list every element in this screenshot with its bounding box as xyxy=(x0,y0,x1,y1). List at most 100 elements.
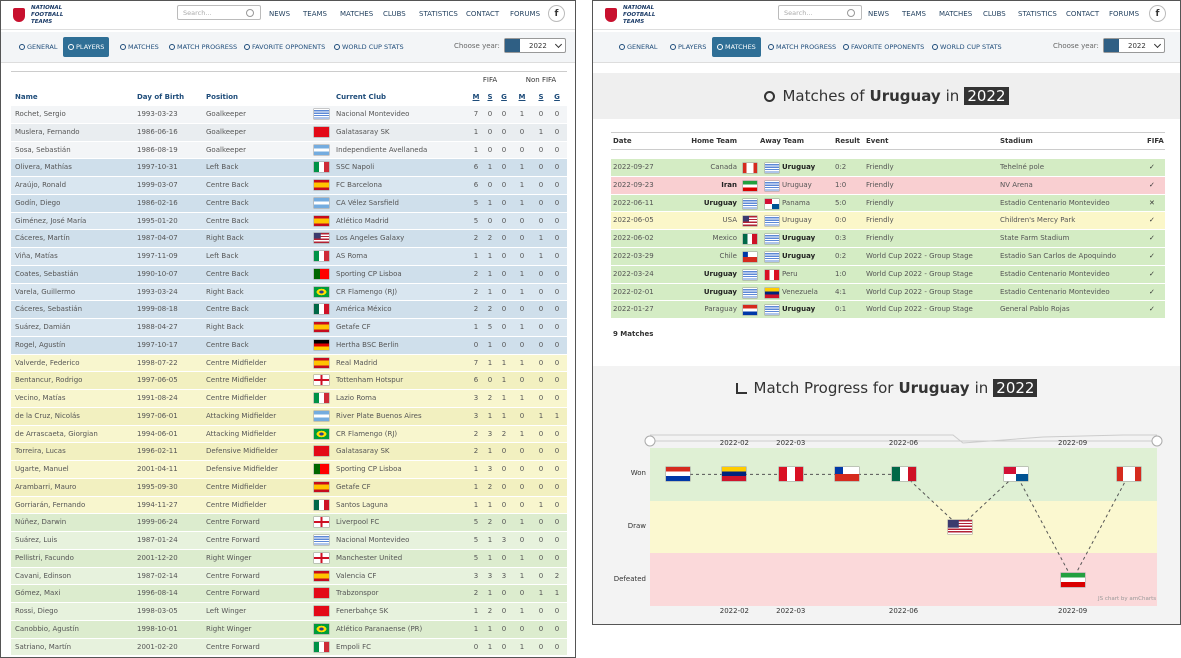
stat-cell: 0 xyxy=(538,536,544,544)
facebook-button[interactable]: f xyxy=(548,5,565,22)
match-row[interactable]: 2022-03-29 Chile Uruguay 0:2 World Cup 2022 … xyxy=(611,247,1165,265)
stat-cell: 0 xyxy=(501,145,507,154)
nav-link[interactable]: STATISTICS xyxy=(419,10,458,18)
player-row: Suárez, Damián 1988-04-27 Right Back Getafe… xyxy=(11,318,567,336)
club-cell: Getafe CF xyxy=(336,482,371,491)
tab[interactable]: FAVORITE OPPONENTS xyxy=(244,43,325,51)
stat-cell: 0 xyxy=(554,323,560,331)
stat-cell: 1 xyxy=(538,411,544,420)
match-row[interactable]: 2022-06-02 Mexico Uruguay 0:3 Friendly State … xyxy=(611,229,1165,247)
cell: Rossi, Diego xyxy=(15,607,58,615)
cell: 2022-09-27 xyxy=(613,163,654,171)
scrollbar-handle[interactable] xyxy=(1151,435,1163,447)
section-band xyxy=(593,73,1180,119)
stat-cell: 1 xyxy=(519,181,525,189)
tab-active[interactable]: PLAYERS xyxy=(63,37,110,57)
tab-active[interactable]: MATCHES xyxy=(712,37,761,57)
flag-icon xyxy=(314,286,329,297)
year-select[interactable]: 2022 xyxy=(504,38,566,53)
tab[interactable]: GENERAL xyxy=(619,43,657,51)
cell: NV Arena xyxy=(1000,180,1033,189)
flag-icon xyxy=(314,197,329,208)
stat-cell: 1 xyxy=(519,287,525,296)
match-row[interactable]: 2022-09-27 Canada Uruguay 0:2 Friendly Teheln… xyxy=(611,158,1165,176)
nav-link[interactable]: STATISTICS xyxy=(1018,10,1057,18)
tab-icon xyxy=(717,44,723,50)
club-cell: Los Angeles Galaxy xyxy=(336,234,405,243)
facebook-button[interactable]: f xyxy=(1149,5,1166,22)
nav-link[interactable]: TEAMS xyxy=(303,10,327,18)
tab[interactable]: MATCH PROGRESS xyxy=(768,43,836,51)
tab[interactable]: GENERAL xyxy=(19,43,57,51)
tab[interactable]: FAVORITE OPPONENTS xyxy=(843,43,924,51)
search-box[interactable]: Search... xyxy=(778,5,862,20)
match-row[interactable]: 2022-03-24 Uruguay Peru 1:0 World Cup 2022 -… xyxy=(611,264,1165,283)
match-row[interactable]: 2022-02-01 Uruguay Venezuela 4:1 World Cup 2… xyxy=(611,282,1165,301)
match-row[interactable]: 2022-06-05 USA Uruguay 0:0 Friendly Children'… xyxy=(611,211,1165,230)
flag-icon xyxy=(314,499,329,510)
stat-cell: 1 xyxy=(487,340,493,349)
year-select[interactable]: 2022 xyxy=(1103,38,1165,53)
stat-cell: 1 xyxy=(473,624,479,633)
tab-label: PLAYERS xyxy=(76,43,105,51)
stat-cell: 0 xyxy=(519,216,525,225)
cell: 2001-04-11 xyxy=(137,465,178,473)
search-box[interactable]: Search... xyxy=(177,5,261,20)
nav-link[interactable]: MATCHES xyxy=(939,10,973,18)
tab[interactable]: WORLD CUP STATS xyxy=(334,43,404,51)
nav-link[interactable]: FORUMS xyxy=(1109,10,1140,18)
match-row[interactable]: 2022-09-23 Iran Uruguay 1:0 Friendly NV Arena… xyxy=(611,175,1165,194)
year-decrement xyxy=(1104,39,1119,52)
column-header: Stadium xyxy=(1000,137,1033,145)
nav-link[interactable]: CLUBS xyxy=(983,10,1006,18)
nav-link[interactable]: NEWS xyxy=(269,10,291,18)
scrollbar-handle[interactable] xyxy=(644,435,656,447)
table-top-line xyxy=(11,71,567,72)
flag-icon xyxy=(314,339,329,350)
result-point xyxy=(666,467,690,482)
stat-cell: 0 xyxy=(554,181,560,189)
nav-link[interactable]: MATCHES xyxy=(340,10,374,18)
nav-link[interactable]: NEWS xyxy=(868,10,890,18)
cell: Cavani, Edinson xyxy=(15,571,72,580)
nav-link[interactable]: CLUBS xyxy=(383,10,406,18)
tab[interactable]: WORLD CUP STATS xyxy=(932,43,1002,51)
tab[interactable]: MATCH PROGRESS xyxy=(169,43,237,51)
nav-link[interactable]: CONTACT xyxy=(466,10,500,18)
result-point xyxy=(947,520,972,534)
player-row: Cáceres, Martín 1987-04-07 Right Back Los A… xyxy=(11,229,567,247)
flag-icon xyxy=(765,305,779,316)
stat-cell: 0 xyxy=(501,589,507,598)
stat-cell: 5 xyxy=(473,553,479,562)
player-row: Gorriarán, Fernando 1994-11-27 Centre Midf… xyxy=(11,495,567,514)
nav-link[interactable]: CONTACT xyxy=(1066,10,1100,18)
stat-cell: 1 xyxy=(519,571,525,580)
stat-cell: 1 xyxy=(473,482,479,491)
year-caret xyxy=(554,40,563,49)
stat-cell: 0 xyxy=(538,553,544,562)
cell: Goalkeeper xyxy=(206,110,246,118)
cell: World Cup 2022 - Group Stage xyxy=(866,269,973,278)
stat-cell: 0 xyxy=(501,163,507,172)
stat-header: S xyxy=(487,93,493,101)
club-cell: Manchester United xyxy=(336,553,403,562)
cell: Suárez, Luis xyxy=(15,536,58,544)
match-row[interactable]: 2022-01-27 Paraguay Uruguay 0:1 World Cup 20… xyxy=(611,300,1165,319)
nav-link[interactable]: FORUMS xyxy=(510,10,541,18)
stat-cell: 0 xyxy=(519,465,525,473)
tab[interactable]: PLAYERS xyxy=(670,43,706,51)
match-row[interactable]: 2022-06-11 Uruguay Panama 5:0 Friendly Estadi… xyxy=(611,193,1165,212)
stat-cell: 1 xyxy=(538,234,544,243)
stat-cell: 0 xyxy=(519,127,525,136)
cell: Cáceres, Sebastián xyxy=(15,305,83,314)
cell: 0:2 xyxy=(835,252,847,260)
cell: 1999-06-24 xyxy=(137,518,178,527)
cell: ✓ xyxy=(1149,180,1155,189)
search-icon xyxy=(847,9,855,17)
result-point xyxy=(1117,467,1141,482)
tab[interactable]: MATCHES xyxy=(120,43,159,51)
stat-cell: 2 xyxy=(473,287,479,296)
tab-bar xyxy=(593,32,1180,63)
nav-link[interactable]: TEAMS xyxy=(902,10,926,18)
cell: Rochet, Sergio xyxy=(15,110,66,118)
